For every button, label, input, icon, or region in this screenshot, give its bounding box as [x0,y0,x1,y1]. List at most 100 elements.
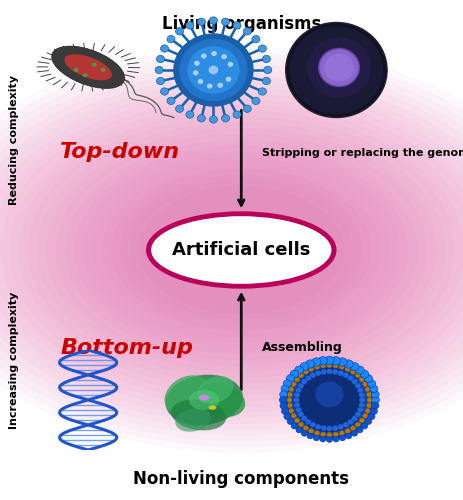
Circle shape [173,34,253,106]
Circle shape [358,377,364,382]
Circle shape [299,362,308,371]
Circle shape [186,22,194,29]
Circle shape [287,403,292,408]
Circle shape [305,419,311,424]
Circle shape [156,78,164,84]
Circle shape [251,97,259,104]
Circle shape [362,414,367,418]
Circle shape [339,435,345,441]
Circle shape [263,66,271,73]
Circle shape [298,422,303,427]
Circle shape [300,379,307,384]
Circle shape [367,414,374,420]
Circle shape [286,374,294,382]
Circle shape [308,366,313,372]
Circle shape [337,424,343,430]
Circle shape [324,54,353,82]
Ellipse shape [196,383,244,417]
Circle shape [288,387,293,392]
Circle shape [232,22,240,29]
Circle shape [221,54,226,59]
Circle shape [347,419,353,424]
Circle shape [227,62,233,67]
Circle shape [347,376,353,381]
Circle shape [319,436,325,442]
Circle shape [294,368,364,432]
Circle shape [305,376,311,381]
Circle shape [156,56,164,62]
Circle shape [262,56,270,62]
Circle shape [358,392,364,398]
Circle shape [308,428,313,434]
Circle shape [367,380,375,388]
Circle shape [281,385,288,392]
Circle shape [282,380,291,388]
Circle shape [332,426,338,431]
Circle shape [209,17,217,24]
Circle shape [258,88,266,95]
Circle shape [342,372,348,378]
Circle shape [309,422,315,428]
Circle shape [217,82,223,88]
Circle shape [297,412,303,417]
Circle shape [300,416,307,421]
Circle shape [232,111,240,118]
Circle shape [358,402,364,407]
Circle shape [160,45,168,52]
Circle shape [326,426,332,432]
Circle shape [332,436,338,442]
Circle shape [289,26,382,114]
Circle shape [294,366,303,374]
Text: Top-down: Top-down [60,142,180,163]
Circle shape [302,426,308,430]
Circle shape [286,398,291,402]
Circle shape [359,397,365,403]
Circle shape [187,46,239,94]
Circle shape [289,370,298,378]
Circle shape [363,374,372,382]
Circle shape [366,403,371,408]
Circle shape [194,60,199,66]
Circle shape [355,422,360,427]
Circle shape [318,48,358,86]
Circle shape [291,423,297,429]
Ellipse shape [198,394,209,400]
Circle shape [369,385,377,392]
Circle shape [344,428,350,434]
Ellipse shape [51,46,125,88]
Circle shape [285,22,386,118]
Circle shape [315,382,343,407]
Circle shape [287,418,293,424]
Ellipse shape [197,376,233,404]
Ellipse shape [164,376,210,414]
Circle shape [338,364,344,370]
Circle shape [351,379,357,384]
Circle shape [337,370,343,376]
Text: Living organisms: Living organisms [161,15,320,33]
Circle shape [332,369,338,374]
Circle shape [294,418,299,423]
Circle shape [357,407,363,412]
Circle shape [371,396,379,404]
Circle shape [211,51,216,56]
Circle shape [175,105,183,112]
Circle shape [344,360,352,368]
Circle shape [279,402,287,409]
Circle shape [243,28,251,35]
Circle shape [290,382,295,386]
Circle shape [355,373,360,378]
Circle shape [197,18,205,26]
Ellipse shape [175,408,210,432]
Circle shape [359,370,368,378]
Circle shape [369,408,376,414]
Circle shape [243,105,251,112]
Circle shape [200,54,206,59]
Circle shape [357,388,363,393]
Circle shape [300,430,307,436]
Circle shape [298,373,303,378]
Circle shape [287,392,292,397]
Circle shape [197,79,203,84]
Circle shape [344,366,350,372]
Circle shape [326,437,332,442]
Circle shape [251,36,259,43]
